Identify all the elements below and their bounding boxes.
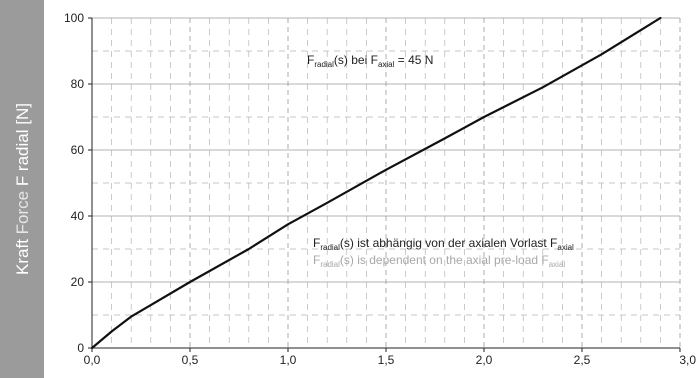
- y-tick-label: 40: [71, 209, 85, 223]
- y-axis-label-part-0: Kraft: [13, 234, 32, 275]
- y-axis-label-part-2: F radial [N]: [13, 103, 32, 186]
- anno-dependency-en-part-1: radial: [320, 260, 340, 269]
- anno-preload-45n-part-0: F: [307, 53, 314, 67]
- y-tick-label: 80: [71, 77, 85, 91]
- x-tick-label: 2,5: [574, 353, 591, 367]
- x-tick-label: 0,5: [182, 353, 199, 367]
- y-tick-label: 20: [71, 275, 85, 289]
- plot-area: [88, 16, 681, 352]
- axes: [88, 17, 681, 352]
- anno-dependency-de-part-2: (s) ist abhängig von der axialen Vorlast…: [340, 236, 557, 250]
- y-tick-label: 60: [71, 143, 85, 157]
- y-tick-label: 0: [77, 341, 84, 355]
- anno-dependency-en-part-0: F: [313, 253, 320, 267]
- anno-dependency-de-part-3: axial: [557, 243, 574, 252]
- x-tick-label: 1,5: [378, 353, 395, 367]
- series-layer: [90, 16, 662, 350]
- y-tick-label: 100: [64, 11, 84, 25]
- ylabel-panel: [0, 0, 44, 378]
- y-axis-label-part-1: Force: [13, 186, 32, 234]
- y-axis-label: Kraft Force F radial [N]: [13, 103, 32, 275]
- anno-dependency-en-part-3: axial: [549, 260, 566, 269]
- x-tick-label: 1,0: [280, 353, 297, 367]
- anno-preload-45n-part-4: = 45 N: [394, 53, 433, 67]
- anno-dependency-en-part-2: (s) is dependent on the axial pre-load F: [340, 253, 549, 267]
- x-tick-labels: 0,0 0,5 1,0 1,5 2,0 2,5 3,0: [84, 353, 697, 367]
- anno-dependency-de: Fradial(s) ist abhängig von der axialen …: [313, 236, 574, 252]
- y-tick-labels: 0 20 40 60 80 100: [64, 11, 84, 355]
- anno-dependency-en: Fradial(s) is dependent on the axial pre…: [313, 253, 565, 269]
- series-line-0: [90, 16, 662, 350]
- grid: [91, 17, 681, 349]
- anno-preload-45n-part-2: (s) bei F: [334, 53, 378, 67]
- anno-preload-45n-part-3: axial: [378, 60, 395, 69]
- anno-preload-45n-part-1: radial: [314, 60, 334, 69]
- anno-dependency-de-part-0: F: [313, 236, 320, 250]
- anno-dependency-de-part-1: radial: [320, 243, 340, 252]
- x-tick-label: 2,0: [476, 353, 493, 367]
- anno-preload-45n: Fradial(s) bei Faxial = 45 N: [307, 53, 433, 69]
- x-tick-label: 3,0: [679, 353, 696, 367]
- x-tick-label: 0,0: [84, 353, 101, 367]
